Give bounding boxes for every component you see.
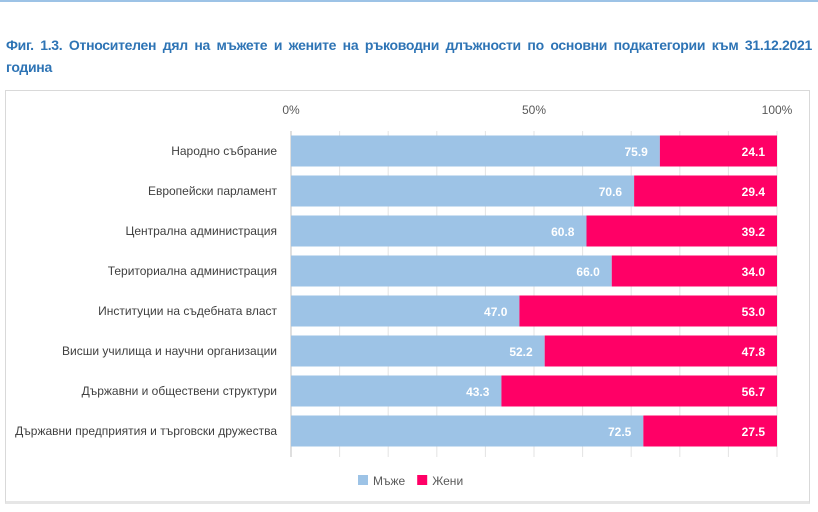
legend-swatch xyxy=(417,475,428,485)
legend-label: Мъже xyxy=(373,474,406,488)
bar-women xyxy=(659,135,777,167)
data-label: 75.9 xyxy=(625,145,649,159)
bar-men xyxy=(291,255,612,287)
category-label: Държавни и обществени структури xyxy=(82,384,277,398)
category-label: Териториална администрация xyxy=(108,264,277,278)
data-label: 52.2 xyxy=(509,345,533,359)
chart-frame xyxy=(5,90,810,504)
data-label: 56.7 xyxy=(742,385,766,399)
data-label: 47.8 xyxy=(742,345,766,359)
bar-women xyxy=(643,415,777,447)
bar-women xyxy=(611,255,777,287)
bar-men xyxy=(291,375,502,407)
bar-men xyxy=(291,175,635,207)
category-label: Народно събрание xyxy=(171,144,277,158)
top-rule xyxy=(0,0,818,2)
bar-women xyxy=(544,335,777,367)
bar-men xyxy=(291,295,520,327)
legend-label: Жени xyxy=(432,474,463,488)
category-label: Европейски парламент xyxy=(148,184,278,198)
category-label: Институции на съдебната власт xyxy=(98,304,277,318)
bar-men xyxy=(291,335,545,367)
bar-men xyxy=(291,135,660,167)
bar-women xyxy=(519,295,777,327)
data-label: 39.2 xyxy=(742,225,766,239)
data-label: 27.5 xyxy=(742,425,766,439)
data-label: 53.0 xyxy=(742,305,766,319)
data-label: 34.0 xyxy=(742,265,766,279)
data-label: 66.0 xyxy=(576,265,600,279)
data-label: 72.5 xyxy=(608,425,632,439)
category-label: Висши училища и научни организации xyxy=(62,344,277,358)
data-label: 60.8 xyxy=(551,225,575,239)
data-label: 47.0 xyxy=(484,305,508,319)
x-tick-label: 0% xyxy=(282,103,300,117)
x-tick-label: 50% xyxy=(522,103,546,117)
data-label: 24.1 xyxy=(742,145,766,159)
bar-women xyxy=(501,375,777,407)
bar-men xyxy=(291,215,587,247)
bar-women xyxy=(634,175,777,207)
data-label: 43.3 xyxy=(466,385,490,399)
data-label: 70.6 xyxy=(599,185,623,199)
category-label: Централна администрация xyxy=(125,224,277,238)
data-label: 29.4 xyxy=(742,185,766,199)
bar-women xyxy=(586,215,777,247)
legend-swatch xyxy=(358,475,368,485)
bar-men xyxy=(291,415,644,447)
category-label: Държавни предприятия и търговски дружест… xyxy=(15,424,277,438)
x-tick-label: 100% xyxy=(762,103,793,117)
chart-title: Фиг. 1.3. Относителен дял на мъжете и же… xyxy=(6,37,812,75)
